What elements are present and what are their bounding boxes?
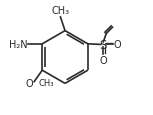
Text: S: S (100, 39, 107, 51)
Text: H₂N: H₂N (9, 39, 28, 49)
Text: O: O (113, 40, 121, 50)
Text: CH₃: CH₃ (38, 79, 54, 88)
Text: O: O (100, 55, 107, 65)
Text: CH₃: CH₃ (51, 6, 69, 16)
Text: O: O (26, 78, 34, 88)
